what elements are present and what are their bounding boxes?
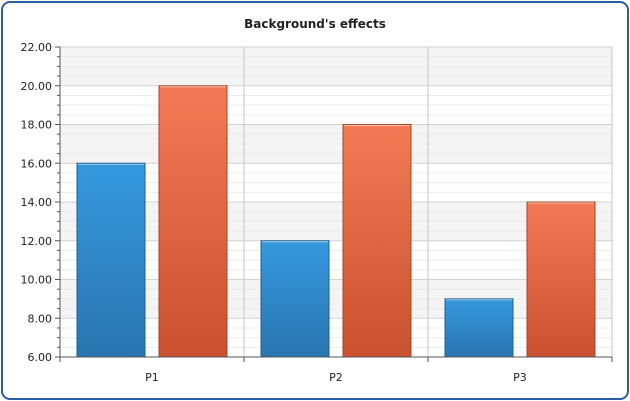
gridlines <box>59 46 613 358</box>
bar-p3-series2 <box>526 201 596 358</box>
y-tick-label: 6.00 <box>28 351 53 364</box>
y-tick-label: 16.00 <box>21 157 53 170</box>
bar-p1-series1 <box>76 162 146 358</box>
bars <box>76 85 596 358</box>
x-axis-tick-labels: P1 P2 P3 <box>145 371 527 384</box>
y-tick-label: 14.00 <box>21 196 53 209</box>
y-tick-label: 8.00 <box>28 312 53 325</box>
bar-p2-series1 <box>260 240 330 358</box>
bar-p2-series2 <box>342 124 412 358</box>
y-tick-label: 12.00 <box>21 235 53 248</box>
y-tick-label: 20.00 <box>21 80 53 93</box>
y-tick-label: 10.00 <box>21 274 53 287</box>
axes <box>55 46 613 362</box>
bar-p1-series2 <box>158 85 228 358</box>
bar-p3-series1 <box>444 298 514 358</box>
y-tick-label: 22.00 <box>21 41 53 54</box>
y-tick-label: 18.00 <box>21 119 53 132</box>
x-tick-label: P3 <box>513 371 527 384</box>
x-tick-label: P1 <box>145 371 159 384</box>
y-axis-tick-labels: 6.00 8.00 10.00 12.00 14.00 16.00 18.00 20.00 22… <box>21 41 53 364</box>
chart-title: Background's effects <box>244 17 386 31</box>
x-tick-label: P2 <box>329 371 343 384</box>
